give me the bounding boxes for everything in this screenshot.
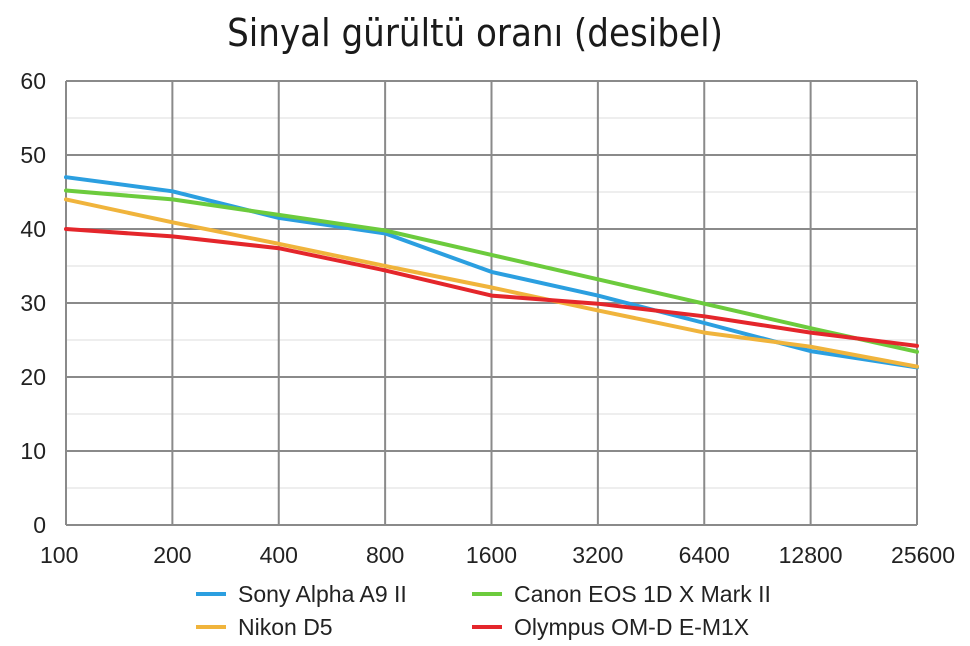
y-tick-label: 10 [20,438,46,464]
series-line [64,227,919,348]
grid [65,80,918,526]
legend-label: Nikon D5 [238,614,333,640]
y-tick-label: 30 [20,290,46,316]
y-tick-label: 40 [20,216,46,242]
x-axis-ticks: 100 200 400 800 1600 3200 6400 12800 25600 [40,542,955,568]
x-tick-label: 25600 [891,542,955,568]
y-tick-label: 0 [33,512,46,538]
series-line [64,197,919,369]
series-lines [64,175,919,370]
y-tick-label: 60 [20,68,46,94]
y-tick-label: 20 [20,364,46,390]
x-tick-label: 200 [153,542,191,568]
x-tick-label: 800 [366,542,404,568]
x-tick-label: 400 [260,542,298,568]
series-line [64,188,919,354]
x-tick-label: 100 [40,542,78,568]
legend-label: Sony Alpha A9 II [238,581,407,607]
y-tick-label: 50 [20,142,46,168]
x-tick-label: 1600 [466,542,517,568]
x-tick-label: 3200 [572,542,623,568]
y-axis-ticks: 0 10 20 30 40 50 60 [20,68,46,538]
legend-label: Olympus OM-D E-M1X [514,614,749,640]
legend-label: Canon EOS 1D X Mark II [514,581,771,607]
x-tick-label: 12800 [779,542,843,568]
x-tick-label: 6400 [679,542,730,568]
chart-title: Sinyal gürültü oranı (desibel) [227,11,723,55]
legend: Sony Alpha A9 II Canon EOS 1D X Mark II Ni… [196,581,771,640]
